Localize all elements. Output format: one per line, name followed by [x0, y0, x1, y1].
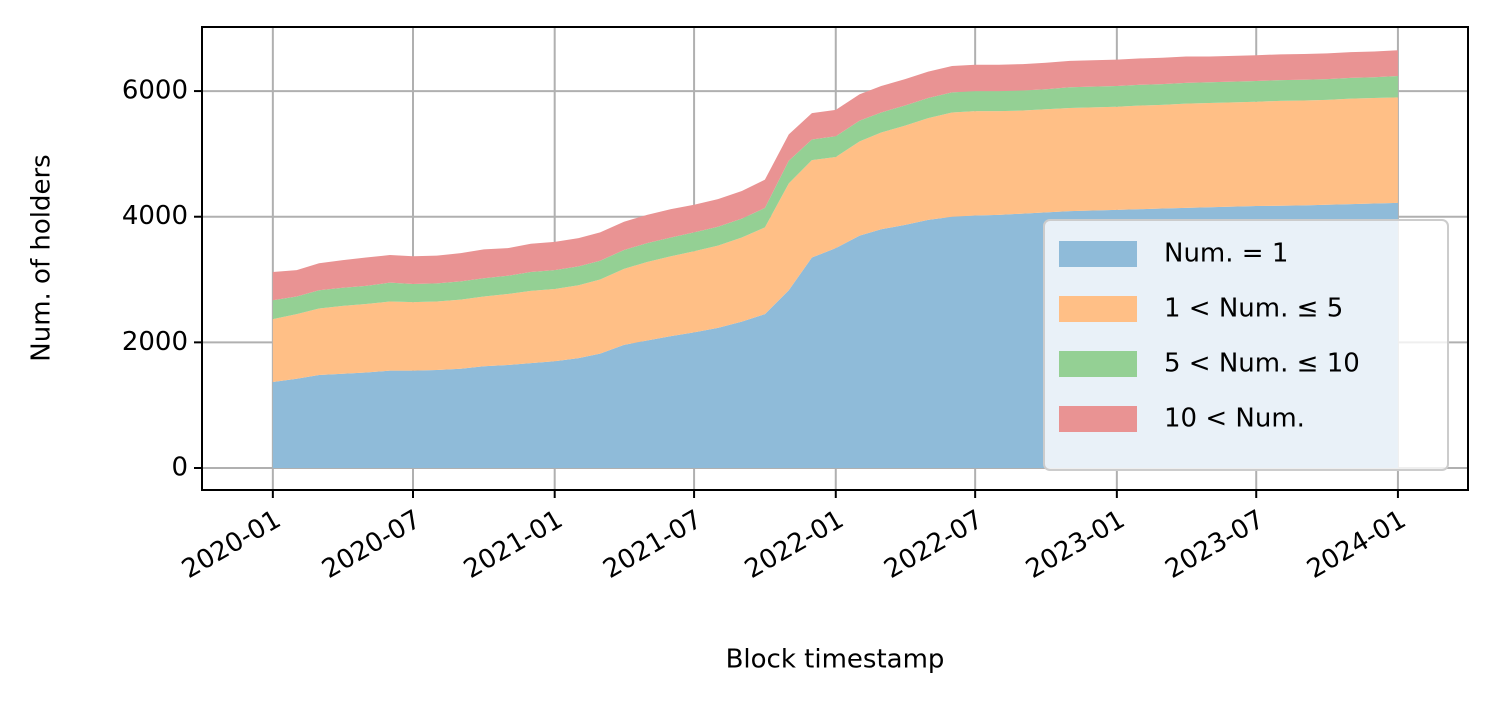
y-tick-label: 6000 — [122, 76, 188, 106]
area — [272, 76, 1398, 320]
x-tick-label: 2022-01 — [740, 505, 849, 585]
legend-label: Num. = 1 — [1164, 239, 1288, 269]
area — [272, 97, 1398, 382]
area — [272, 50, 1398, 301]
legend-label: 5 < Num. ≤ 10 — [1164, 349, 1360, 379]
legend-box — [1043, 219, 1449, 471]
y-tick-label: 4000 — [122, 201, 188, 231]
legend-label: 1 < Num. ≤ 5 — [1164, 294, 1343, 324]
x-tick-label: 2022-07 — [879, 505, 988, 585]
y-tick-label: 0 — [171, 453, 188, 483]
y-tick-label: 2000 — [122, 327, 188, 357]
x-tick-label: 2020-01 — [177, 505, 286, 585]
x-tick-label: 2021-01 — [459, 505, 568, 585]
x-tick-label: 2020-07 — [317, 505, 426, 585]
plot-frame — [201, 26, 1469, 491]
legend-swatch — [1059, 406, 1137, 432]
x-axis-label: Block timestamp — [726, 645, 945, 675]
legend-swatch — [1059, 296, 1137, 322]
legend-label: 10 < Num. — [1164, 404, 1305, 434]
x-tick-label: 2021-07 — [598, 505, 707, 585]
legend-swatch — [1059, 351, 1137, 377]
y-axis-label: Num. of holders — [27, 154, 57, 361]
legend-swatch — [1059, 241, 1137, 267]
x-tick-label: 2023-01 — [1021, 505, 1130, 585]
x-tick-label: 2023-07 — [1160, 505, 1269, 585]
x-tick-label: 2024-01 — [1302, 505, 1411, 585]
